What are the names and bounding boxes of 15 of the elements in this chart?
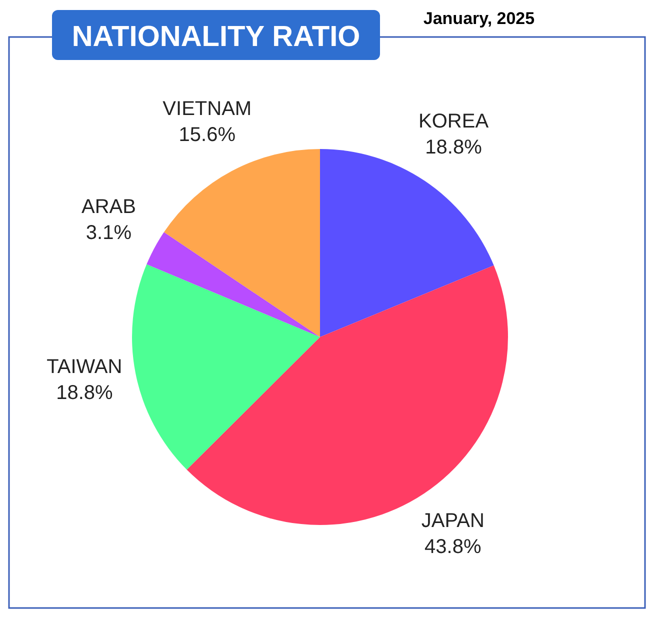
slice-label: KOREA: [418, 110, 490, 133]
pie-slice: [146, 232, 320, 337]
pie-slice: [164, 149, 320, 337]
data-label: 43.8%: [424, 536, 482, 558]
chart-subtitle: January, 2025: [423, 9, 535, 28]
pie-slice: [132, 264, 320, 470]
slice-label: TAIWAN: [46, 356, 122, 378]
data-label: 18.8%: [56, 382, 114, 404]
data-label: 3.1%: [86, 222, 132, 244]
chart-title: NATIONALITY RATIO: [72, 21, 360, 53]
data-label: 18.8%: [425, 136, 482, 159]
data-label: 15.6%: [178, 124, 236, 146]
slice-label: JAPAN: [421, 510, 484, 532]
slice-label: VIETNAM: [162, 98, 252, 120]
slice-label: ARAB: [81, 196, 136, 218]
